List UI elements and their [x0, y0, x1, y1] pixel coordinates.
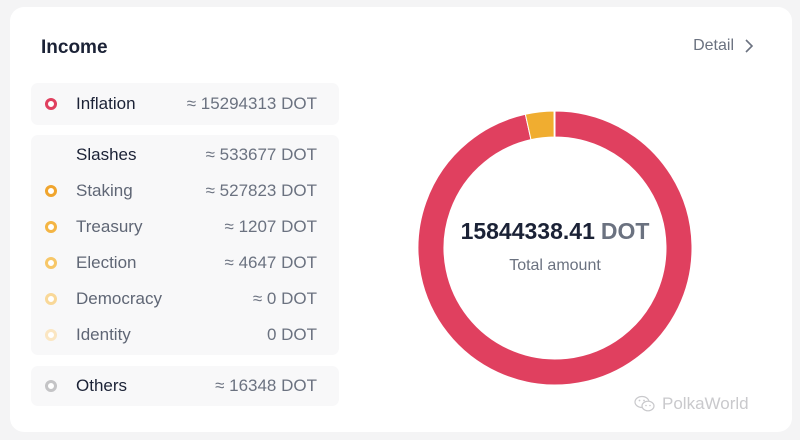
wechat-icon — [634, 395, 655, 412]
legend-value: ≈ 15294313 DOT — [186, 94, 317, 113]
chart-center: 15844338.41 DOT Total amount — [408, 101, 702, 395]
watermark: PolkaWorld — [634, 394, 749, 414]
detail-label: Detail — [693, 37, 734, 54]
legend-label: Election — [76, 253, 137, 272]
legend-label: Inflation — [76, 94, 136, 113]
dot-icon — [45, 257, 57, 269]
legend-label: Others — [76, 376, 128, 395]
total-label: Total amount — [509, 256, 601, 274]
card-title: Income — [41, 37, 108, 58]
legend-group-inflation: Inflation ≈ 15294313 DOT — [31, 83, 339, 125]
legend-item-staking[interactable]: Staking ≈ 527823 DOT — [31, 173, 339, 209]
legend-label: Staking — [76, 181, 133, 200]
legend-value: 0 DOT — [266, 325, 317, 344]
legend-item-inflation[interactable]: Inflation ≈ 15294313 DOT — [31, 86, 339, 122]
legend-value: ≈ 533677 DOT — [205, 145, 317, 164]
legend-group-others: Others ≈ 16348 DOT — [31, 366, 339, 406]
total-amount: 15844338.41 DOT — [461, 218, 650, 245]
legend-label: Slashes — [76, 145, 137, 164]
legend-item-identity[interactable]: Identity 0 DOT — [31, 317, 339, 353]
legend-value: ≈ 4647 DOT — [224, 253, 317, 272]
donut-chart[interactable] — [408, 101, 702, 395]
detail-link[interactable]: Detail — [693, 37, 754, 55]
legend-value: ≈ 16348 DOT — [215, 376, 317, 395]
watermark-text: PolkaWorld — [662, 394, 749, 413]
legend-value: ≈ 527823 DOT — [205, 181, 317, 200]
legend-item-others[interactable]: Others ≈ 16348 DOT — [31, 368, 339, 404]
legend-label: Treasury — [76, 217, 143, 236]
dot-icon — [45, 221, 57, 233]
legend-item-democracy[interactable]: Democracy ≈ 0 DOT — [31, 281, 339, 317]
chevron-right-icon — [745, 39, 754, 53]
legend-item-election[interactable]: Election ≈ 4647 DOT — [31, 245, 339, 281]
dot-icon — [45, 185, 57, 197]
legend-label: Identity — [76, 325, 131, 344]
dot-icon — [45, 329, 57, 341]
legend-value: ≈ 0 DOT — [252, 289, 317, 308]
donut-segment-others[interactable] — [553, 110, 556, 138]
total-value: 15844338.41 — [460, 217, 595, 244]
legend-value: ≈ 1207 DOT — [224, 217, 317, 236]
dot-icon — [45, 380, 57, 392]
total-unit: DOT — [600, 217, 650, 244]
legend-item-slashes[interactable]: Slashes ≈ 533677 DOT — [31, 137, 339, 173]
legend-group-slashes: Slashes ≈ 533677 DOT Staking ≈ 527823 DO… — [31, 135, 339, 355]
legend-item-treasury[interactable]: Treasury ≈ 1207 DOT — [31, 209, 339, 245]
dot-icon — [45, 293, 57, 305]
dot-icon — [45, 98, 57, 110]
donut-segment-inflation[interactable] — [417, 110, 693, 386]
legend-label: Democracy — [76, 289, 162, 308]
